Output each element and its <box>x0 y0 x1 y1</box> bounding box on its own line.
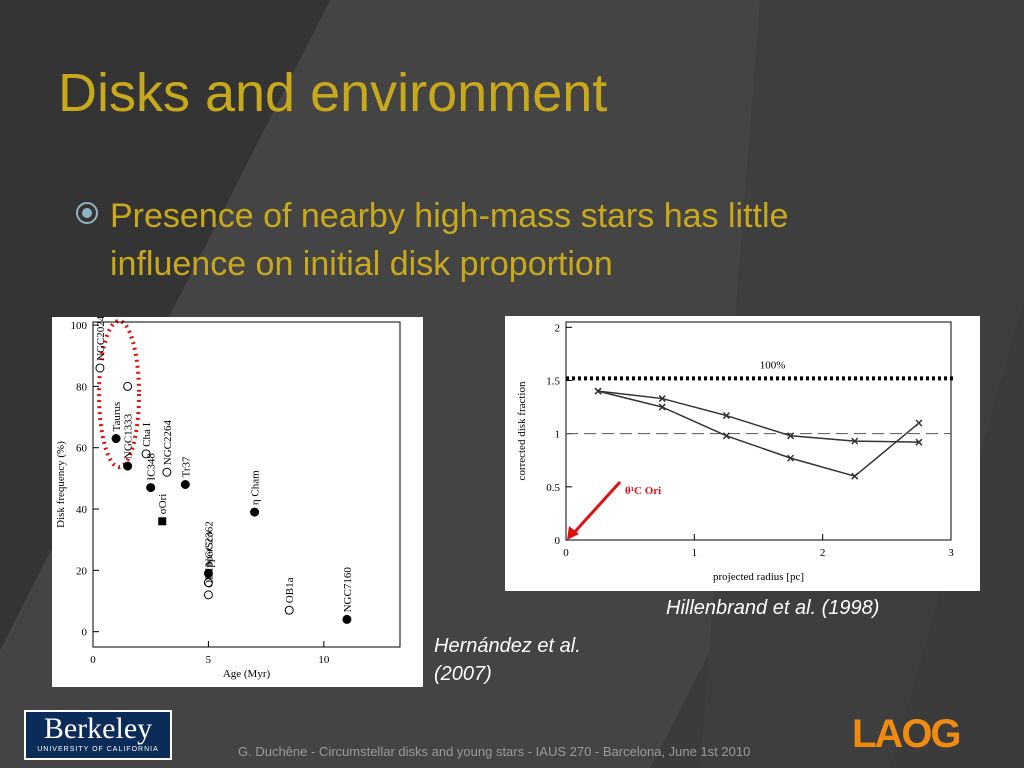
arrow-head <box>567 526 579 540</box>
y-tick-label: 0 <box>555 535 561 547</box>
caption: Hillenbrand et al. (1998) <box>666 597 880 619</box>
point <box>915 438 923 446</box>
y-tick-label: 0 <box>82 627 88 639</box>
point-label: IC348 <box>146 453 158 481</box>
point <box>250 507 260 517</box>
plot-frame <box>92 321 401 648</box>
point <box>594 387 602 395</box>
point-label: Tr37 <box>180 456 192 477</box>
slide-title: Disks and environment <box>58 63 608 123</box>
point <box>787 432 795 440</box>
y-tick-label: 1.5 <box>546 375 560 387</box>
point <box>141 449 151 459</box>
bullet-icon <box>76 202 98 224</box>
y-tick-label: 80 <box>76 381 88 393</box>
point <box>123 461 133 471</box>
highlight-ellipse <box>97 319 141 469</box>
point <box>787 454 795 462</box>
x-tick-label: 3 <box>948 547 954 559</box>
y-axis-label: Disk frequency (%) <box>55 441 67 528</box>
series-line <box>597 390 920 478</box>
caption: Hernández et al. (2007) <box>434 635 581 685</box>
point-label: Cha I <box>141 422 153 446</box>
point-label: Taurus <box>111 402 123 432</box>
point <box>284 605 294 615</box>
bullet-text: Presence of nearby high-mass stars has l… <box>110 197 789 283</box>
plot-frame <box>565 321 952 541</box>
logo-text: Berkeley <box>43 712 153 745</box>
x-axis-label: Age (Myr) <box>223 668 271 680</box>
x-tick-label: 10 <box>318 654 330 666</box>
point-label: NGC7160 <box>342 567 354 613</box>
y-axis-label: corrected disk fraction <box>516 381 528 480</box>
point <box>146 483 156 493</box>
point <box>722 432 730 440</box>
series-line <box>597 390 919 443</box>
point-label: UpperSco <box>203 531 215 575</box>
point <box>123 381 133 391</box>
point <box>180 480 190 489</box>
x-axis-label: projected radius [pc] <box>713 571 804 583</box>
laog-logo: LAOG <box>852 712 962 756</box>
point <box>851 437 859 445</box>
point <box>342 614 352 624</box>
point <box>722 412 730 420</box>
y-tick-label: 2 <box>555 322 561 334</box>
y-tick-label: 0.5 <box>546 482 560 494</box>
point <box>658 395 666 403</box>
point-label: NGC2264 <box>162 420 174 466</box>
point-label: OB1a <box>284 577 296 603</box>
annotation-arrow <box>569 480 622 538</box>
y-tick-label: 100 <box>71 320 88 332</box>
y-tick-label: 1 <box>555 429 561 441</box>
point-label: OB1b <box>203 561 215 588</box>
x-tick-label: 0 <box>563 547 569 559</box>
point <box>158 517 167 526</box>
x-tick-label: 5 <box>206 654 212 666</box>
reference-label: 100% <box>760 359 786 371</box>
y-tick-label: 20 <box>76 565 88 577</box>
footer: G. Duchêne - Circumstellar disks and you… <box>238 744 751 759</box>
x-tick-label: 0 <box>90 654 96 666</box>
point <box>915 419 923 427</box>
annotation: θ¹C Ori <box>625 485 661 497</box>
point <box>203 568 213 578</box>
berkeley-logo: Berkeley UNIVERSITY OF CALIFORNIA <box>24 710 172 760</box>
x-tick-label: 2 <box>820 547 826 559</box>
point-label: η Cham <box>250 470 262 505</box>
point <box>111 434 121 444</box>
point-label: NGC2362 <box>203 521 215 566</box>
y-tick-label: 60 <box>76 443 88 455</box>
point-label: NGC1333 <box>123 413 135 459</box>
point <box>851 472 859 480</box>
point-label: NGC2024 <box>95 317 107 361</box>
point <box>162 467 172 477</box>
point-label: σOri <box>157 494 169 515</box>
logo-subtext: UNIVERSITY OF CALIFORNIA <box>37 746 159 753</box>
point <box>203 590 213 600</box>
figure-hillenbrand: 0 1 2 3 0 0.5 1 1.5 2 projected radius [pc] correc… <box>505 316 980 591</box>
point <box>95 363 105 373</box>
point <box>658 403 666 411</box>
x-tick-label: 1 <box>692 547 698 559</box>
y-tick-label: 40 <box>76 504 88 516</box>
point <box>203 578 213 588</box>
